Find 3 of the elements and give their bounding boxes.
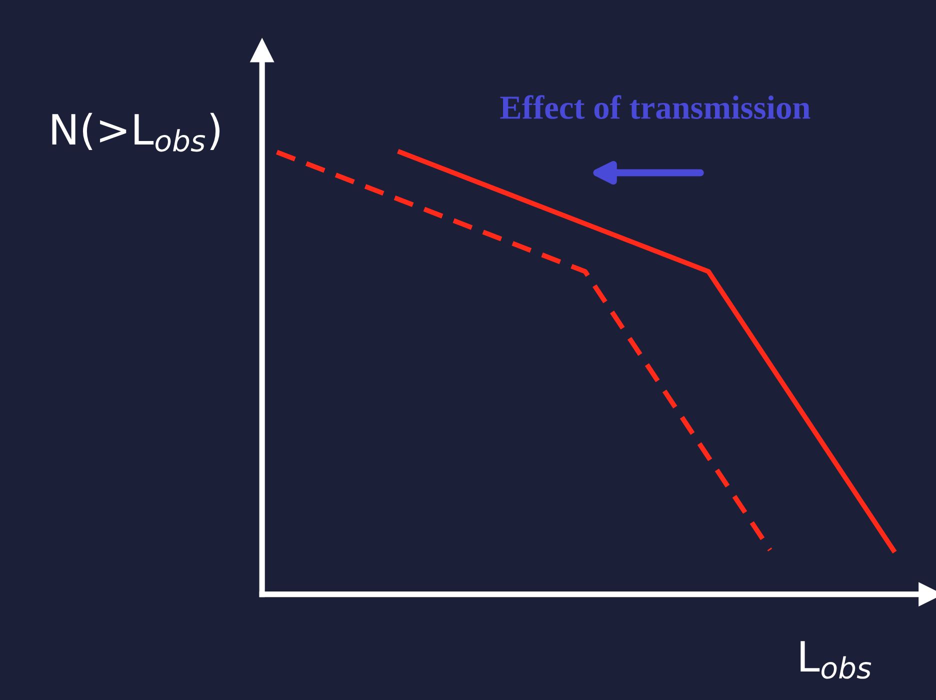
y-axis-title: N(>L$_{obs}$) [52, 112, 220, 152]
x-axis-title: L$_{obs}$ [800, 641, 872, 679]
text: Effect of transmission [500, 95, 810, 119]
